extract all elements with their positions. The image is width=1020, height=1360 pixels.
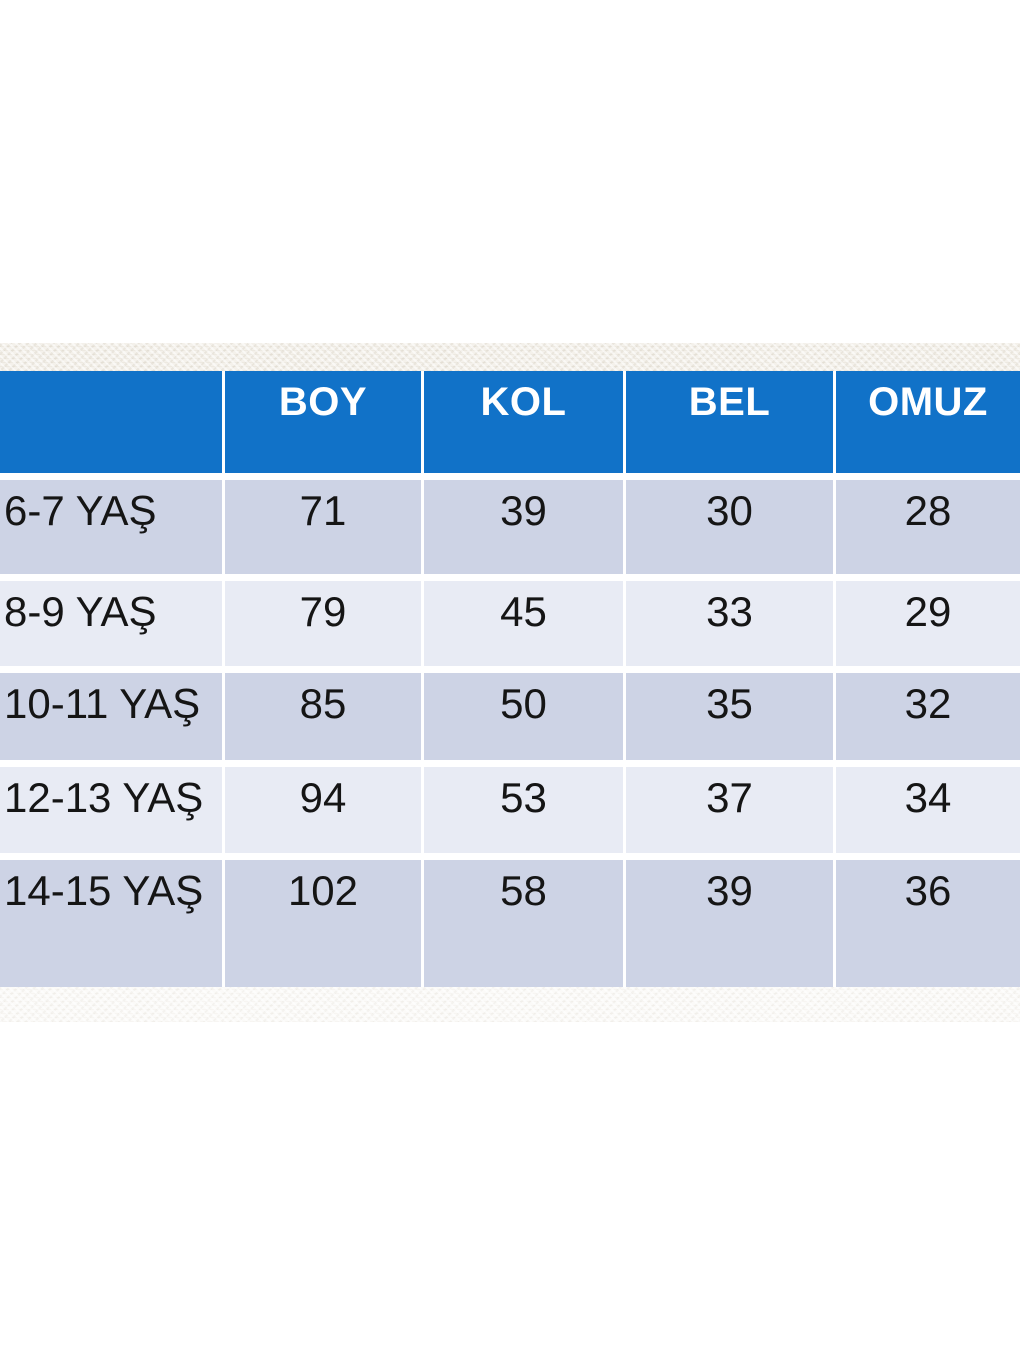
value-cell-bel: 39 [626, 860, 833, 987]
value-cell-boy: 94 [225, 767, 421, 853]
size-chart-table: BOY KOL BEL OMUZ 6-7 YAŞ 71 39 30 28 8-9… [0, 371, 1020, 987]
value-cell-boy: 71 [225, 480, 421, 574]
header-cell-boy: BOY [225, 371, 421, 473]
fabric-texture-band-top [0, 343, 1020, 371]
value-cell-omuz: 28 [836, 480, 1020, 574]
value-cell-bel: 37 [626, 767, 833, 853]
value-cell-omuz: 36 [836, 860, 1020, 987]
row-label-cell: 8-9 YAŞ [0, 581, 222, 666]
value-cell-omuz: 29 [836, 581, 1020, 666]
value-cell-kol: 50 [424, 673, 623, 760]
value-cell-kol: 58 [424, 860, 623, 987]
fabric-texture-band-bottom [0, 987, 1020, 1022]
header-cell-kol: KOL [424, 371, 623, 473]
row-label-cell: 14-15 YAŞ [0, 860, 222, 987]
value-cell-bel: 35 [626, 673, 833, 760]
row-label-cell: 12-13 YAŞ [0, 767, 222, 853]
header-cell-omuz: OMUZ [836, 371, 1020, 473]
row-label-cell: 6-7 YAŞ [0, 480, 222, 574]
row-label-cell: 10-11 YAŞ [0, 673, 222, 760]
value-cell-bel: 33 [626, 581, 833, 666]
value-cell-boy: 85 [225, 673, 421, 760]
value-cell-boy: 102 [225, 860, 421, 987]
value-cell-omuz: 34 [836, 767, 1020, 853]
value-cell-bel: 30 [626, 480, 833, 574]
value-cell-kol: 53 [424, 767, 623, 853]
value-cell-boy: 79 [225, 581, 421, 666]
value-cell-kol: 39 [424, 480, 623, 574]
header-cell-bel: BEL [626, 371, 833, 473]
header-cell-empty [0, 371, 222, 473]
value-cell-kol: 45 [424, 581, 623, 666]
value-cell-omuz: 32 [836, 673, 1020, 760]
